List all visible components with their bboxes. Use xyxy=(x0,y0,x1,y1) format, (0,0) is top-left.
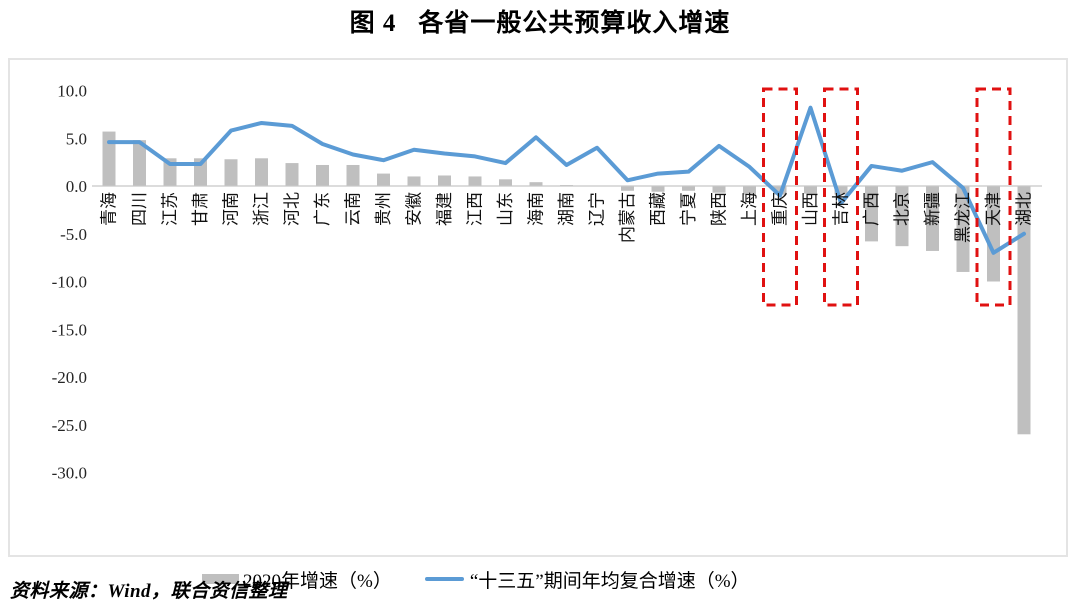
legend-label-2020-growth: 2020年增速（%） xyxy=(243,570,392,592)
x-axis-label-新疆: 新疆 xyxy=(923,192,942,226)
highlight-box-重庆 xyxy=(762,87,798,307)
bar-江西 xyxy=(468,176,482,186)
bar-海南 xyxy=(529,182,543,186)
bar-北京 xyxy=(895,186,909,247)
bar-贵州 xyxy=(377,173,390,186)
bar-series-swatch xyxy=(202,574,239,584)
x-axis-label-宁夏: 宁夏 xyxy=(679,192,698,226)
chart-title-text: 各省一般公共预算收入增速 xyxy=(418,10,731,37)
x-axis-label-四川: 四川 xyxy=(130,192,149,226)
y-axis-labels: 10.0 5.0 0.0 -5.0 -10.0 -15.0 -20.0 -25.0 -30.0 xyxy=(52,82,87,483)
x-axis-label-青海: 青海 xyxy=(100,192,119,226)
legend-item-2020-growth: 2020年增速（%） xyxy=(202,566,392,593)
x-axis-label-上海: 上海 xyxy=(740,192,759,226)
figure-number-label: 图 4 xyxy=(349,10,397,37)
bar-四川 xyxy=(133,140,146,186)
bar-广东 xyxy=(316,164,329,186)
bar-浙江 xyxy=(255,158,268,186)
bar-山东 xyxy=(499,179,512,186)
bar-新疆 xyxy=(926,186,939,251)
bar-福建 xyxy=(438,175,451,186)
chart-title: 图 4 各省一般公共预算收入增速 xyxy=(0,3,1080,39)
x-axis-label-西藏: 西藏 xyxy=(649,192,668,226)
x-axis-label-吉林: 吉林 xyxy=(832,192,851,226)
x-axis-label-天津: 天津 xyxy=(984,192,1003,226)
bar-湖北 xyxy=(1017,186,1031,435)
x-axis-label-辽宁: 辽宁 xyxy=(588,192,607,226)
x-axis-label-云南: 云南 xyxy=(344,192,363,226)
x-axis-label-山东: 山东 xyxy=(496,192,515,226)
bar-上海 xyxy=(743,186,756,195)
chart-legend: 2020年增速（%） “十三五”期间年均复合增速（%） xyxy=(202,564,750,594)
bar-陕西 xyxy=(712,186,726,193)
x-axis-label-湖北: 湖北 xyxy=(1015,192,1034,226)
x-axis-label-江西: 江西 xyxy=(466,192,485,226)
highlight-boxes xyxy=(762,87,1012,307)
line-series-swatch xyxy=(424,577,464,581)
x-axis-label-黑龙江: 黑龙江 xyxy=(954,192,973,243)
x-axis-label-湖南: 湖南 xyxy=(557,192,576,226)
bar-河南 xyxy=(224,159,238,186)
x-axis-label-广西: 广西 xyxy=(862,192,881,226)
y-axis-tick-label: -10.0 xyxy=(52,273,87,292)
x-axis-label-山西: 山西 xyxy=(801,192,820,226)
bar-西藏 xyxy=(651,186,665,192)
y-axis-tick-label: -25.0 xyxy=(52,416,87,435)
legend-item-cagr: “十三五”期间年均复合增速（%） xyxy=(424,566,750,593)
x-axis-label-江苏: 江苏 xyxy=(161,192,180,226)
bar-黑龙江 xyxy=(956,186,970,272)
y-axis-tick-label: -30.0 xyxy=(52,464,87,483)
y-axis-tick-label: -20.0 xyxy=(52,368,87,387)
x-axis-label-安徽: 安徽 xyxy=(405,192,424,226)
highlight-box-吉林 xyxy=(823,87,859,307)
bar-宁夏 xyxy=(682,186,695,191)
bar-天津 xyxy=(987,186,1000,282)
y-axis-tick-label: 10.0 xyxy=(57,82,87,101)
chart-frame: 10.0 5.0 0.0 -5.0 -10.0 -15.0 -20.0 -25.0 -30.0 青… xyxy=(8,58,1068,592)
x-axis-label-河北: 河北 xyxy=(283,192,302,226)
x-axis-label-北京: 北京 xyxy=(893,192,912,226)
x-axis-label-海南: 海南 xyxy=(527,192,546,226)
x-axis-label-内蒙古: 内蒙古 xyxy=(618,192,637,243)
x-axis-labels: 青海 四川 江苏 甘肃 河南 浙江 河北 广东 云南 贵州 安徽 福建 江西 山东 海南 湖南 辽宁 内蒙古 西藏宁… xyxy=(100,192,1034,243)
x-axis-label-贵州: 贵州 xyxy=(374,192,393,226)
x-axis-label-浙江: 浙江 xyxy=(252,192,271,226)
cagr-line-series xyxy=(107,105,1026,255)
bar-青海 xyxy=(102,131,116,186)
bar-安徽 xyxy=(407,176,421,186)
x-axis-label-重庆: 重庆 xyxy=(771,192,790,226)
x-axis-label-陕西: 陕西 xyxy=(710,192,729,226)
highlight-box-天津 xyxy=(975,87,1012,307)
plot-svg: 10.0 5.0 0.0 -5.0 -10.0 -15.0 -20.0 -25.0 -30.0 青… xyxy=(52,82,1042,483)
y-axis-tick-label: 5.0 xyxy=(66,129,87,148)
y-axis-tick-label: -5.0 xyxy=(60,225,87,244)
bar-内蒙古 xyxy=(621,186,634,191)
legend-label-cagr: “十三五”期间年均复合增速（%） xyxy=(469,570,750,592)
x-axis-label-河南: 河南 xyxy=(222,192,241,226)
bar-河北 xyxy=(285,163,299,186)
bar-山西 xyxy=(804,186,817,194)
bar-云南 xyxy=(346,164,360,186)
bar-吉林 xyxy=(834,186,848,195)
y-axis-tick-label: -15.0 xyxy=(52,320,87,339)
x-axis-label-福建: 福建 xyxy=(435,192,454,226)
bar-series xyxy=(102,131,1031,435)
x-axis-label-广东: 广东 xyxy=(313,192,332,226)
bar-广西 xyxy=(865,186,878,242)
x-axis-label-甘肃: 甘肃 xyxy=(191,192,210,226)
source-note: 资料来源：Wind，联合资信整理 xyxy=(10,581,288,602)
y-axis-tick-label: 0.0 xyxy=(66,177,87,196)
